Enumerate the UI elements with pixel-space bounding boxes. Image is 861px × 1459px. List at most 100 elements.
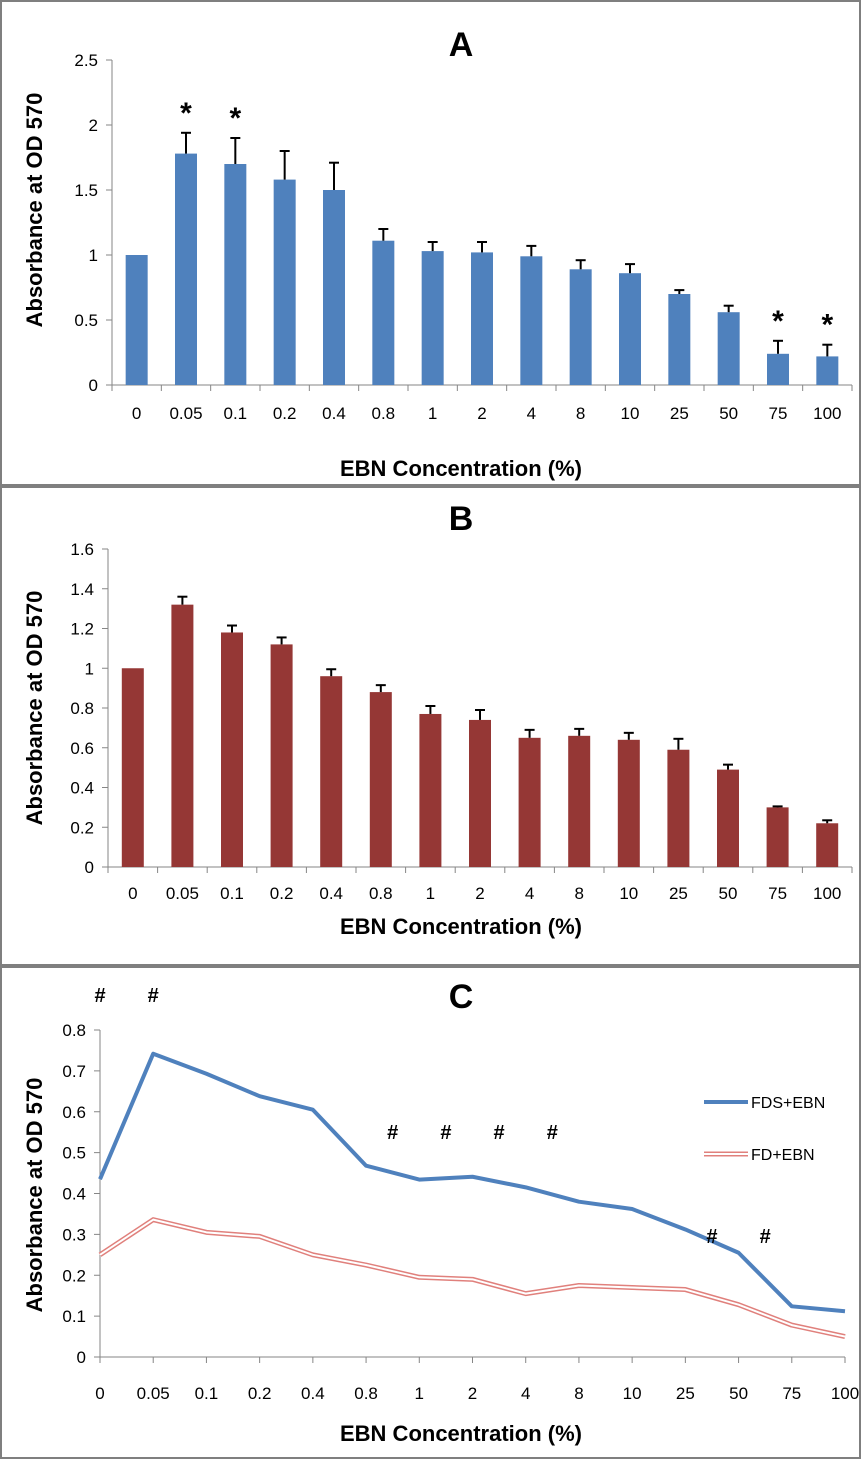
legend-label: FD+EBN <box>751 1147 815 1164</box>
panel-a: A 0 0.5 1 1.5 2 2.5 0 0.05 0.1 0.2 0.4 0.8 1 2 4 8 10 25 50… <box>0 0 861 486</box>
x-tick-label: 100 <box>831 1384 859 1403</box>
x-tick-label: 0.4 <box>319 884 343 903</box>
bar <box>816 823 839 867</box>
x-tick-label: 2 <box>468 1384 477 1403</box>
bar <box>270 644 293 867</box>
significance-hash: # <box>148 985 159 1007</box>
panel-frame <box>0 486 861 966</box>
x-tick-label: 8 <box>574 1384 583 1403</box>
x-tick-label: 8 <box>574 884 583 903</box>
panel-frame <box>0 966 861 1459</box>
panel-c: C 0 0.1 0.2 0.3 0.4 0.5 0.6 0.7 0.8 0 0.05 0.1 0.2 0.4… <box>0 966 861 1459</box>
bar <box>717 312 740 385</box>
chart-a: A 0 0.5 1 1.5 2 2.5 0 0.05 0.1 0.2 0.4 0.8 1 2 4 8 10 25 50… <box>0 0 861 486</box>
bar <box>667 749 690 867</box>
x-tick-label: 1 <box>415 1384 424 1403</box>
panel-frame <box>0 0 861 486</box>
chart-title: A <box>449 26 474 64</box>
x-tick-label: 4 <box>525 884 534 903</box>
bar <box>125 255 148 385</box>
x-tick-label: 0.05 <box>137 1384 170 1403</box>
x-tick-label: 0 <box>95 1384 104 1403</box>
y-tick-label: 0.4 <box>62 1185 86 1204</box>
x-tick-label: 1 <box>428 404 437 423</box>
x-tick-label: 25 <box>676 1384 695 1403</box>
x-tick-label: 0 <box>132 404 141 423</box>
x-tick-label: 0.2 <box>270 884 294 903</box>
series-line-fds-ebn <box>98 1051 846 1314</box>
bar <box>171 604 194 867</box>
bar <box>518 737 541 867</box>
significance-marker: * <box>772 305 784 338</box>
x-tick-label: 0 <box>128 884 137 903</box>
x-tick-label: 4 <box>521 1384 530 1403</box>
significance-hash: # <box>706 1226 717 1248</box>
bar <box>273 179 296 385</box>
bar <box>320 676 343 867</box>
y-tick-label: 0.8 <box>62 1021 86 1040</box>
chart-b: B 0 0.2 0.4 0.6 0.8 1 1.2 1.4 1.6 0 0.05 0.1 0.2 0.4 0.… <box>0 486 861 966</box>
y-tick-label: 0.6 <box>70 739 94 758</box>
y-tick-label: 0.3 <box>62 1225 86 1244</box>
y-tick-label: 1.5 <box>74 181 98 200</box>
bar <box>619 273 641 385</box>
x-tick-label: 0.8 <box>369 884 393 903</box>
chart-c: C 0 0.1 0.2 0.3 0.4 0.5 0.6 0.7 0.8 0 0.05 0.1 0.2 0.4… <box>0 966 861 1459</box>
bar <box>816 356 839 385</box>
bar <box>471 252 493 385</box>
bar <box>121 668 144 867</box>
y-tick-label: 0.4 <box>70 779 94 798</box>
y-tick-label: 1 <box>85 659 94 678</box>
x-tick-label: 0.05 <box>166 884 199 903</box>
bar <box>469 719 491 867</box>
bar <box>617 739 640 867</box>
y-tick-label: 0.7 <box>62 1062 86 1081</box>
x-tick-label: 50 <box>729 1384 748 1403</box>
y-tick-label: 0 <box>89 376 98 395</box>
x-tick-label: 0.4 <box>322 404 346 423</box>
y-tick-label: 1.2 <box>70 620 94 639</box>
bar <box>175 153 197 385</box>
significance-hash: # <box>760 1226 771 1248</box>
significance-hash: # <box>440 1122 451 1144</box>
bar <box>221 632 243 867</box>
x-tick-label: 0.8 <box>372 404 396 423</box>
bar <box>369 692 392 867</box>
bar <box>568 735 591 867</box>
y-tick-label: 0 <box>85 858 94 877</box>
significance-hash: # <box>387 1122 398 1144</box>
series-line-fd-ebn-outer <box>98 1217 846 1340</box>
x-tick-label: 10 <box>621 404 640 423</box>
bar <box>421 251 444 385</box>
y-tick-label: 2.5 <box>74 51 98 70</box>
y-axis-title: Absorbance at OD 570 <box>22 591 47 826</box>
x-tick-label: 0.8 <box>354 1384 378 1403</box>
y-tick-label: 0.5 <box>74 311 98 330</box>
chart-title: C <box>449 978 474 1016</box>
x-tick-label: 10 <box>619 884 638 903</box>
x-tick-label: 0.4 <box>301 1384 325 1403</box>
series-line-fd-ebn-inner <box>99 1218 846 1338</box>
x-tick-label: 25 <box>670 404 689 423</box>
bar <box>668 294 691 385</box>
significance-hash: # <box>547 1122 558 1144</box>
y-tick-label: 0.1 <box>62 1307 86 1326</box>
bar <box>717 769 739 867</box>
y-axis-title: Absorbance at OD 570 <box>22 1078 47 1313</box>
y-tick-label: 0 <box>77 1348 86 1367</box>
x-tick-label: 0.1 <box>195 1384 219 1403</box>
significance-marker: * <box>821 309 833 342</box>
x-tick-label: 100 <box>813 884 841 903</box>
significance-marker: * <box>180 97 192 130</box>
bar <box>767 353 789 385</box>
chart-title: B <box>449 500 474 538</box>
bar <box>419 713 442 867</box>
bar <box>766 807 789 867</box>
x-tick-label: 2 <box>477 404 486 423</box>
y-tick-label: 0.8 <box>70 699 94 718</box>
x-tick-label: 0.2 <box>273 404 297 423</box>
x-tick-label: 0.2 <box>248 1384 272 1403</box>
y-tick-label: 1.4 <box>70 580 94 599</box>
significance-marker: * <box>229 102 241 135</box>
y-tick-label: 1 <box>89 246 98 265</box>
